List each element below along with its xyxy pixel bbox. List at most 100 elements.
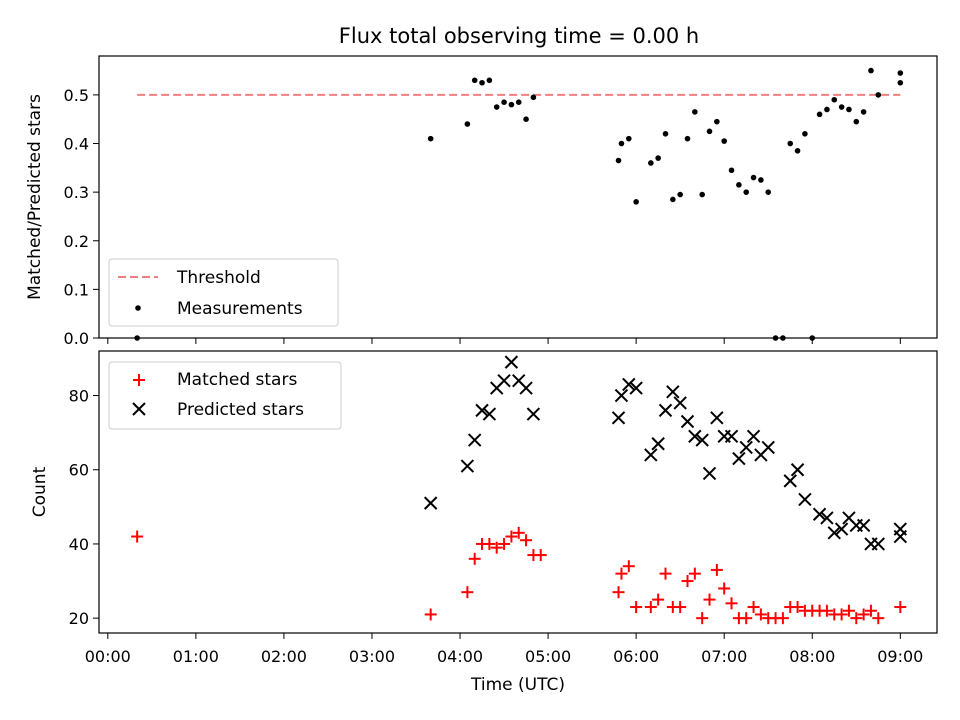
matched-stars-point [710,563,723,576]
top-panel: Flux total observing time = 0.00 h Match… [25,24,938,348]
measurement-point [831,96,838,103]
matched-stars-point [718,582,731,595]
measurement-point [692,109,698,115]
top-y-tick-label: 0.1 [64,280,89,299]
predicted-stars-point [820,511,834,525]
matched-stars-point [615,567,628,580]
top-y-tick-label: 0.4 [64,135,89,154]
matched-stars-point [490,541,503,554]
predicted-stars-point [783,474,797,488]
bottom-x-ticks: 00:00 01:00 02:00 03:00 04:00 05:00 06:00 07:00… [85,633,923,666]
matched-stars-point [630,601,643,614]
measurement-point [471,77,478,84]
x-axis-label: Time (UTC) [470,675,565,695]
predicted-stars-point [827,526,841,540]
predicted-stars-point [482,407,497,421]
top-x-ticks [107,338,901,344]
measurement-point [684,135,691,142]
predicted-stars-point [856,518,871,533]
predicted-stars-point [526,407,541,421]
measurement-point [648,160,654,166]
predicted-stars-point [702,466,717,481]
predicted-stars-point [871,537,886,551]
matched-stars-point [659,567,672,580]
top-y-tick-label: 0.0 [64,329,89,348]
measurements-legend-swatch [135,305,141,311]
bottom-panel: Count Time (UTC) 20 40 60 80 00:00 01:00 02:0… [30,350,938,695]
matched-stars-point [131,530,144,543]
matched-stars-point [842,604,855,617]
bottom-axes-frame [98,350,938,634]
threshold-legend-label: Threshold [176,268,261,288]
predicted-stars-point [834,522,849,536]
matched-stars-point [468,552,481,565]
predicted-stars-point [724,429,739,444]
predicted-stars-point [629,381,643,395]
matched-stars-point [498,537,511,550]
x-tick-label: 01:00 [173,647,219,666]
measurement-point [615,157,622,164]
bottom-legend: Matched stars Predicted stars [108,361,342,430]
measurement-point [427,135,434,142]
measurement-point [846,106,852,113]
predicted-stars-point [732,451,746,466]
matched-stars-point [483,537,496,550]
predicted-stars-point [519,381,533,395]
matched-stars-point [850,612,863,625]
predicted-legend-swatch [132,402,146,416]
measurement-point [868,67,874,74]
measurement-point [677,191,683,198]
matched-stars-point [424,608,437,621]
predicted-stars-point [710,411,724,425]
measurement-point [875,92,882,98]
bottom-y-axis-label: Count [30,466,50,517]
matched-stars-point [696,612,709,625]
matched-stars-point [703,593,716,606]
matched-stars-point [872,612,885,625]
matched-stars-point [791,601,804,614]
top-y-tick-label: 0.3 [64,183,89,202]
measurement-point [758,177,764,183]
matched-stars-point [864,604,877,617]
measurement-point [794,148,801,154]
measurement-point [464,121,471,127]
measurements-legend-label: Measurements [177,299,303,319]
measurement-point [897,79,904,86]
chart-title: Flux total observing time = 0.00 h [339,24,699,48]
measurement-point [802,130,808,137]
measurement-point [670,196,676,203]
bottom-plot-marks [131,355,908,625]
matched-stars-point [857,608,870,621]
matched-stars-point [652,593,665,606]
matched-stars-point [612,586,625,599]
predicted-stars-point [746,429,761,444]
measurement-point [523,116,529,123]
measurement-point [501,99,507,105]
top-axes-frame [98,55,938,339]
measurement-point [655,155,661,161]
measurement-point [816,111,823,118]
predicted-stars-point [622,377,636,392]
measurement-point [736,182,742,188]
measurement-point [508,101,515,108]
x-tick-label: 03:00 [349,647,395,666]
x-tick-label: 02:00 [261,647,307,666]
measurement-point [479,79,485,86]
x-tick-label: 05:00 [525,647,571,666]
predicted-stars-point [680,414,695,429]
matched-stars-point [520,534,533,547]
measurement-point [853,118,860,125]
x-tick-label: 08:00 [789,647,835,666]
predicted-stars-point [673,396,687,410]
measurement-point [860,109,867,115]
predicted-stars-point [658,403,673,418]
matched-stars-point [754,608,767,621]
predicted-stars-point [651,437,665,451]
predicted-stars-point [688,429,702,444]
matched-stars-point [725,597,738,610]
matched-stars-point [776,612,789,625]
measurement-point [897,70,904,76]
predicted-stars-point [798,492,812,507]
measurement-point [838,104,845,110]
